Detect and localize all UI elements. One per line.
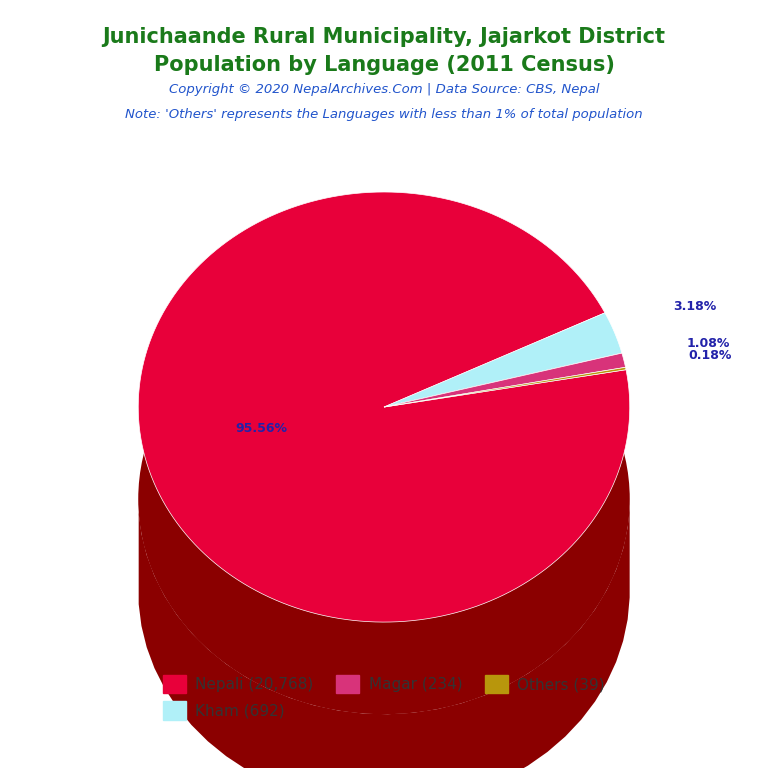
Polygon shape: [138, 192, 630, 622]
Text: Note: 'Others' represents the Languages with less than 1% of total population: Note: 'Others' represents the Languages …: [125, 108, 643, 121]
Polygon shape: [384, 367, 626, 407]
Text: 95.56%: 95.56%: [235, 422, 287, 435]
Polygon shape: [384, 313, 622, 407]
Text: Junichaande Rural Municipality, Jajarkot District: Junichaande Rural Municipality, Jajarkot…: [102, 27, 666, 47]
Text: 1.08%: 1.08%: [686, 337, 730, 350]
Polygon shape: [139, 505, 630, 768]
Polygon shape: [384, 353, 625, 407]
Legend: Nepali (20,768), Kham (692), Magar (234), Others (39): Nepali (20,768), Kham (692), Magar (234)…: [157, 669, 611, 726]
Text: Population by Language (2011 Census): Population by Language (2011 Census): [154, 55, 614, 75]
Text: 3.18%: 3.18%: [674, 300, 717, 313]
Ellipse shape: [138, 284, 630, 714]
Text: 0.18%: 0.18%: [689, 349, 732, 362]
Text: Copyright © 2020 NepalArchives.Com | Data Source: CBS, Nepal: Copyright © 2020 NepalArchives.Com | Dat…: [169, 83, 599, 96]
